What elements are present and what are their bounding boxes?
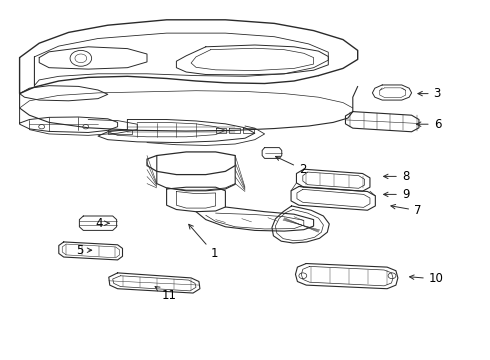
Text: 7: 7 <box>391 204 421 217</box>
Text: 3: 3 <box>418 87 441 100</box>
Text: 5: 5 <box>76 244 92 257</box>
Text: 6: 6 <box>416 118 441 131</box>
Text: 4: 4 <box>96 217 109 230</box>
Text: 10: 10 <box>410 273 443 285</box>
Text: 8: 8 <box>384 170 409 183</box>
Text: 11: 11 <box>155 287 177 302</box>
Text: 2: 2 <box>275 156 306 176</box>
Text: 1: 1 <box>189 224 218 260</box>
Text: 9: 9 <box>384 188 409 201</box>
